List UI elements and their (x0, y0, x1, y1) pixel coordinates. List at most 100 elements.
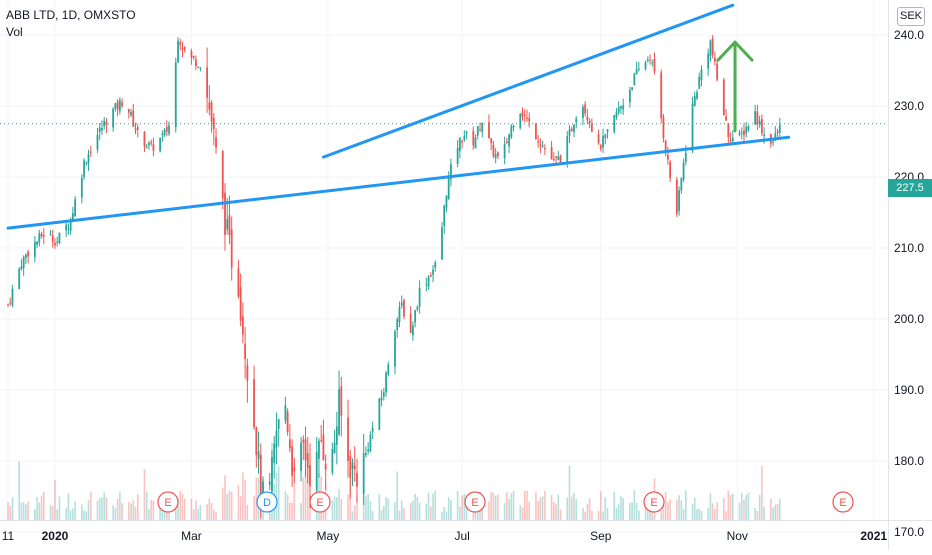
volume-bar (617, 504, 620, 520)
volume-bar (519, 505, 522, 520)
volume-bar (237, 485, 240, 520)
lower-trendline[interactable] (6, 135, 791, 230)
volume-bar (441, 511, 443, 520)
volume-bar (174, 501, 177, 520)
candle-body (472, 130, 475, 146)
candle-body (637, 68, 640, 70)
candle-body (432, 269, 434, 275)
volume-bar (121, 503, 123, 520)
volume-bar (87, 500, 90, 520)
candle-body (543, 147, 546, 149)
currency-badge[interactable]: SEK (897, 7, 925, 26)
volume-bar (754, 507, 756, 520)
candle-body (508, 134, 510, 147)
candle-body (450, 164, 452, 180)
candle-body (237, 268, 240, 297)
event-circle (309, 491, 331, 513)
volume-bar (145, 491, 148, 520)
candle-body (539, 144, 542, 146)
volume-bar (242, 472, 244, 520)
candle-body (338, 389, 340, 435)
earnings-marker[interactable]: E (643, 491, 665, 513)
candle-body (208, 102, 211, 110)
volume-bar (427, 492, 430, 520)
earnings-marker[interactable]: E (157, 491, 179, 513)
candle-body (684, 152, 687, 162)
volume-bar (682, 508, 685, 520)
volume-bar (503, 503, 506, 520)
candle-body (224, 192, 226, 236)
candle-body (541, 145, 544, 147)
volume-bar (143, 469, 146, 520)
candle-body (582, 106, 584, 119)
earnings-marker[interactable]: E (464, 491, 486, 513)
candle-body (552, 159, 555, 161)
candle-body (416, 306, 419, 310)
candle-body (69, 219, 72, 231)
candle-body (716, 63, 719, 80)
volume-bar (58, 496, 61, 520)
candle-body (476, 126, 479, 136)
candle-body (130, 112, 132, 116)
volume-bar (221, 488, 224, 520)
candle-body (505, 141, 508, 144)
volume-bar (729, 494, 732, 520)
candle-body (322, 434, 325, 461)
candle-body (700, 69, 703, 81)
candle-body (586, 116, 589, 121)
candle-body (646, 59, 649, 61)
volume-bar (778, 499, 781, 520)
candle-body (38, 233, 41, 243)
volume-bar (394, 502, 396, 520)
volume-bar (275, 472, 278, 520)
candle-body (418, 287, 421, 307)
volume-bar (635, 502, 638, 520)
volume-bar (476, 508, 479, 520)
volume-bar (693, 497, 696, 520)
time-tick-label: Mar (181, 529, 202, 543)
volume-bar (660, 510, 663, 520)
earnings-marker[interactable]: E (309, 491, 331, 513)
volume-bar (181, 493, 184, 520)
candle-body (42, 234, 45, 237)
candle-body (573, 124, 575, 133)
volume-bar (425, 503, 428, 520)
volume-bar (584, 511, 586, 520)
candle-body (165, 126, 168, 132)
candle-body (96, 134, 99, 150)
candle-body (738, 133, 741, 135)
volume-bar (197, 508, 199, 520)
dividend-marker[interactable]: D (256, 491, 278, 513)
drawings[interactable] (0, 3, 888, 230)
volume-bar (383, 505, 385, 520)
volume-bar (510, 493, 513, 520)
volume-legend[interactable]: Vol (6, 25, 23, 39)
candle-body (271, 457, 273, 492)
time-tick-label: Nov (727, 529, 748, 543)
volume-bar (27, 501, 29, 520)
symbol-title[interactable]: ABB LTD, 1D, OMXSTO (6, 8, 136, 22)
earnings-marker[interactable]: E (832, 491, 854, 513)
volume-bar (161, 502, 164, 520)
volume-bar (600, 491, 602, 520)
candle-body (7, 304, 9, 306)
candle-body (105, 121, 108, 126)
volume-bar (450, 500, 452, 520)
volume-bar (678, 495, 680, 520)
volume-bar (255, 477, 258, 520)
candle-body (396, 319, 399, 330)
volume-bar (150, 499, 152, 520)
candle-body (74, 199, 77, 217)
candle-body (465, 131, 468, 133)
target-arrow-head[interactable] (716, 40, 754, 62)
volume-bar (11, 497, 14, 520)
upper-trendline[interactable] (321, 3, 735, 159)
volume-bar (685, 490, 687, 520)
volume-bar (559, 509, 562, 520)
volume-bar (707, 508, 709, 520)
volume-bar (700, 510, 703, 520)
candle-body (268, 481, 271, 485)
